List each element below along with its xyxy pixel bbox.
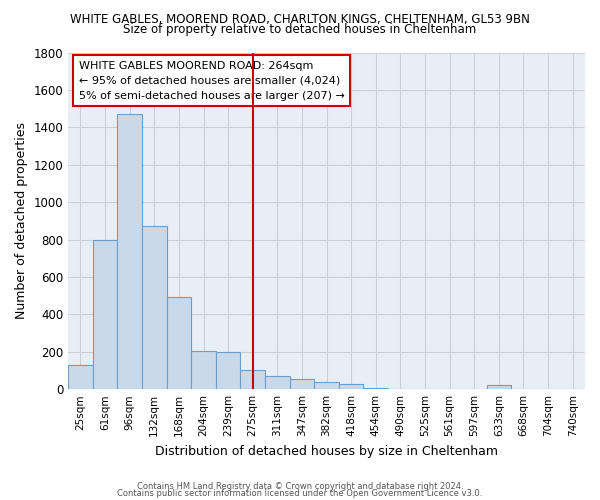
Bar [93, 240, 118, 389]
Bar [241, 370, 265, 389]
Bar [339, 384, 364, 389]
Bar [314, 382, 339, 389]
Bar [68, 365, 93, 389]
Bar [290, 379, 314, 389]
Bar [487, 386, 511, 389]
Bar [191, 351, 216, 389]
Text: Size of property relative to detached houses in Cheltenham: Size of property relative to detached ho… [124, 22, 476, 36]
Text: Contains public sector information licensed under the Open Government Licence v3: Contains public sector information licen… [118, 489, 482, 498]
Text: WHITE GABLES, MOOREND ROAD, CHARLTON KINGS, CHELTENHAM, GL53 9BN: WHITE GABLES, MOOREND ROAD, CHARLTON KIN… [70, 12, 530, 26]
Bar [118, 114, 142, 389]
Bar [142, 226, 167, 389]
Y-axis label: Number of detached properties: Number of detached properties [15, 122, 28, 320]
Bar [167, 296, 191, 389]
Text: WHITE GABLES MOOREND ROAD: 264sqm
← 95% of detached houses are smaller (4,024)
5: WHITE GABLES MOOREND ROAD: 264sqm ← 95% … [79, 61, 344, 100]
Bar [265, 376, 290, 389]
Bar [364, 388, 388, 389]
X-axis label: Distribution of detached houses by size in Cheltenham: Distribution of detached houses by size … [155, 444, 498, 458]
Bar [388, 388, 413, 389]
Text: Contains HM Land Registry data © Crown copyright and database right 2024.: Contains HM Land Registry data © Crown c… [137, 482, 463, 491]
Bar [216, 352, 241, 389]
